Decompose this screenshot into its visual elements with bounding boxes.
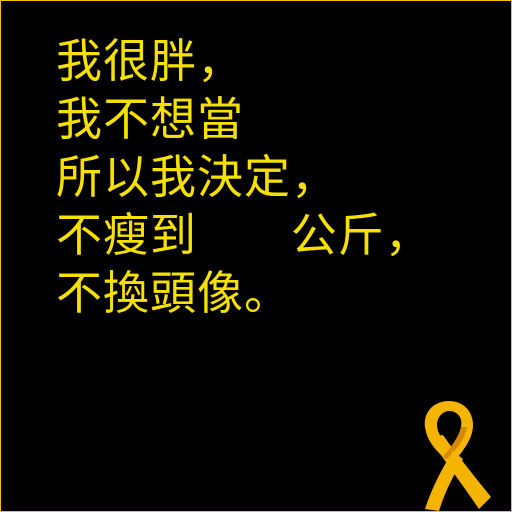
- yellow-ribbon-icon: [424, 401, 491, 511]
- message-line-2: 我不想當: [56, 92, 244, 146]
- ribbon-shadow: [443, 427, 467, 459]
- ribbon-loop: [424, 401, 473, 463]
- message-line-1: 我很胖，: [56, 34, 244, 88]
- message-line-5: 不換頭像。: [56, 266, 291, 320]
- message-line-3: 所以我決定，: [56, 150, 338, 204]
- ribbon-left-tail: [425, 451, 463, 511]
- message-line-4: 不瘦到 公斤，: [56, 208, 432, 262]
- pledge-message: 我很胖， 我不想當 所以我決定， 不瘦到 公斤， 不換頭像。: [56, 32, 432, 322]
